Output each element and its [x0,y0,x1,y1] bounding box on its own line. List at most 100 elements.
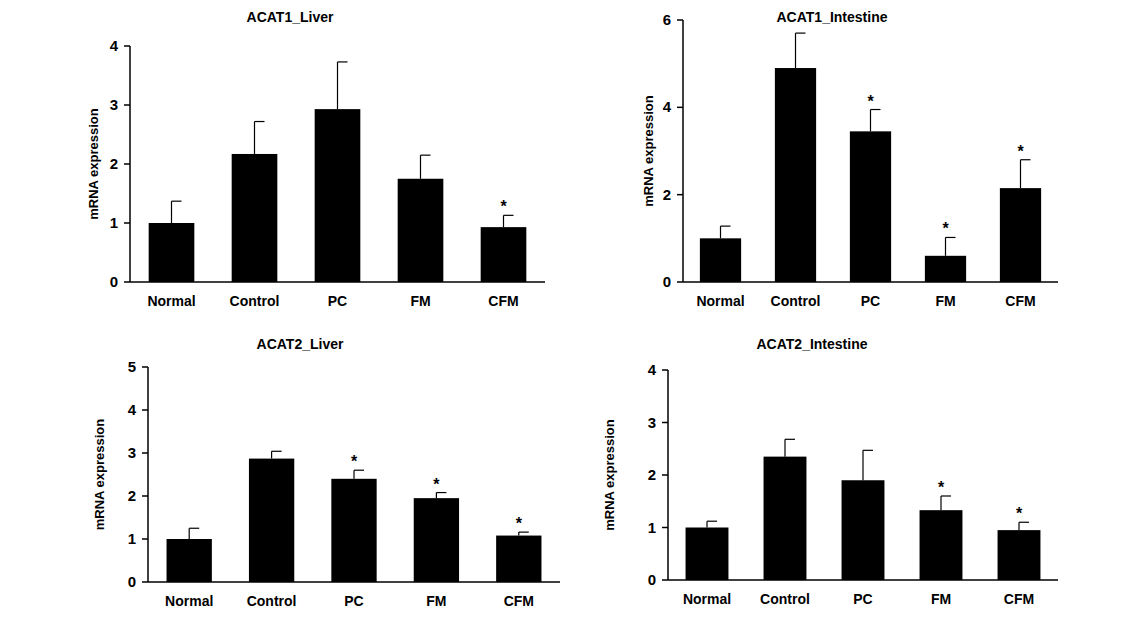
y-tick [677,19,683,21]
x-tick-label: Normal [165,593,213,609]
y-tick [662,474,668,476]
y-tick-label: 1 [648,519,656,536]
error-bar [707,521,717,527]
bar [232,154,278,282]
error-stem [436,493,437,499]
error-bar [421,155,431,179]
error-bar [189,528,199,539]
bars [700,33,1041,282]
x-tick-label: Control [760,591,810,607]
bar [414,498,459,582]
x-tick-label: Normal [683,591,731,607]
y-axis-label: mRNA expression [92,419,107,531]
y-tick-label: 4 [648,361,657,378]
y-tick-label: 4 [128,401,137,418]
error-stem [706,521,707,527]
bars [167,451,542,582]
error-stem [1018,522,1019,530]
x-tick-label: FM [426,593,446,609]
bar [398,179,444,282]
y-tick-label: 0 [648,571,656,588]
x-tick-label: PC [328,293,347,309]
error-stem [862,450,863,480]
error-bar [871,110,881,132]
x-tick-label: Control [230,293,280,309]
error-bar [255,122,265,154]
y-tick [677,107,683,109]
y-tick [124,163,130,165]
y-tick [142,409,148,411]
y-tick-label: 5 [128,358,136,375]
x-tick-label: Control [771,293,821,309]
y-axis-label: mRNA expression [602,419,617,531]
bar [315,109,361,282]
error-bar [338,62,348,109]
x-tick-label: CFM [504,593,534,609]
error-stem [271,451,272,458]
error-cap [796,32,806,33]
error-cap [785,439,795,440]
bar [167,539,212,582]
title: ACAT2_Liver [257,336,344,352]
bar [249,459,294,582]
error-cap [255,121,265,122]
error-stem [420,155,421,179]
error-bar [785,439,795,456]
x-tick-label: FM [935,293,955,309]
panel: ACAT2_LivermRNA expression012345NormalCo… [92,336,560,609]
significance-mark: * [942,220,949,237]
bar [920,510,963,580]
panel: ACAT2_IntestinemRNA expression01234Norma… [602,336,1058,607]
y-tick [124,281,130,283]
bar [775,68,816,282]
bar [850,131,891,282]
x-tick-label: Normal [696,293,744,309]
y-tick [677,281,683,283]
significance-mark: * [938,479,945,496]
y-tick [677,194,683,196]
bars [149,62,527,282]
error-bar [863,450,873,480]
bar [331,479,376,582]
title: ACAT2_Intestine [757,336,868,352]
error-stem [337,62,338,109]
bar [925,256,966,282]
x-tick-label: PC [344,593,363,609]
error-stem [171,201,172,223]
bar [998,530,1041,580]
x-tick-label: FM [410,293,430,309]
y-tick [124,45,130,47]
title: ACAT1_Liver [247,9,334,25]
significance-mark: * [1016,505,1023,522]
error-bar [504,215,514,227]
y-tick [142,581,148,583]
significance-mark: * [500,198,507,215]
error-stem [353,470,354,479]
error-cap [272,451,282,452]
significance-mark: * [351,453,358,470]
y-tick-label: 0 [128,573,136,590]
error-cap [338,61,348,62]
y-tick-label: 4 [110,37,119,54]
error-stem [795,33,796,68]
y-tick [662,369,668,371]
error-stem [784,439,785,456]
y-tick-label: 0 [110,273,118,290]
panel: ACAT1_LivermRNA expression01234NormalCon… [86,9,545,309]
x-tick-label: CFM [1005,293,1035,309]
y-tick-label: 4 [663,98,672,115]
error-stem [1020,160,1021,188]
x-tick-label: FM [931,591,951,607]
y-tick-label: 6 [663,11,671,28]
bar [842,480,885,580]
error-cap [189,528,199,529]
error-cap [707,521,717,522]
y-tick-label: 3 [128,444,136,461]
error-bar [1021,160,1031,188]
figure: ACAT1_LivermRNA expression01234NormalCon… [0,0,1128,624]
bar [1000,188,1041,282]
title: ACAT1_Intestine [777,9,888,25]
error-stem [254,122,255,154]
significance-mark: * [1017,143,1024,160]
error-stem [945,237,946,255]
